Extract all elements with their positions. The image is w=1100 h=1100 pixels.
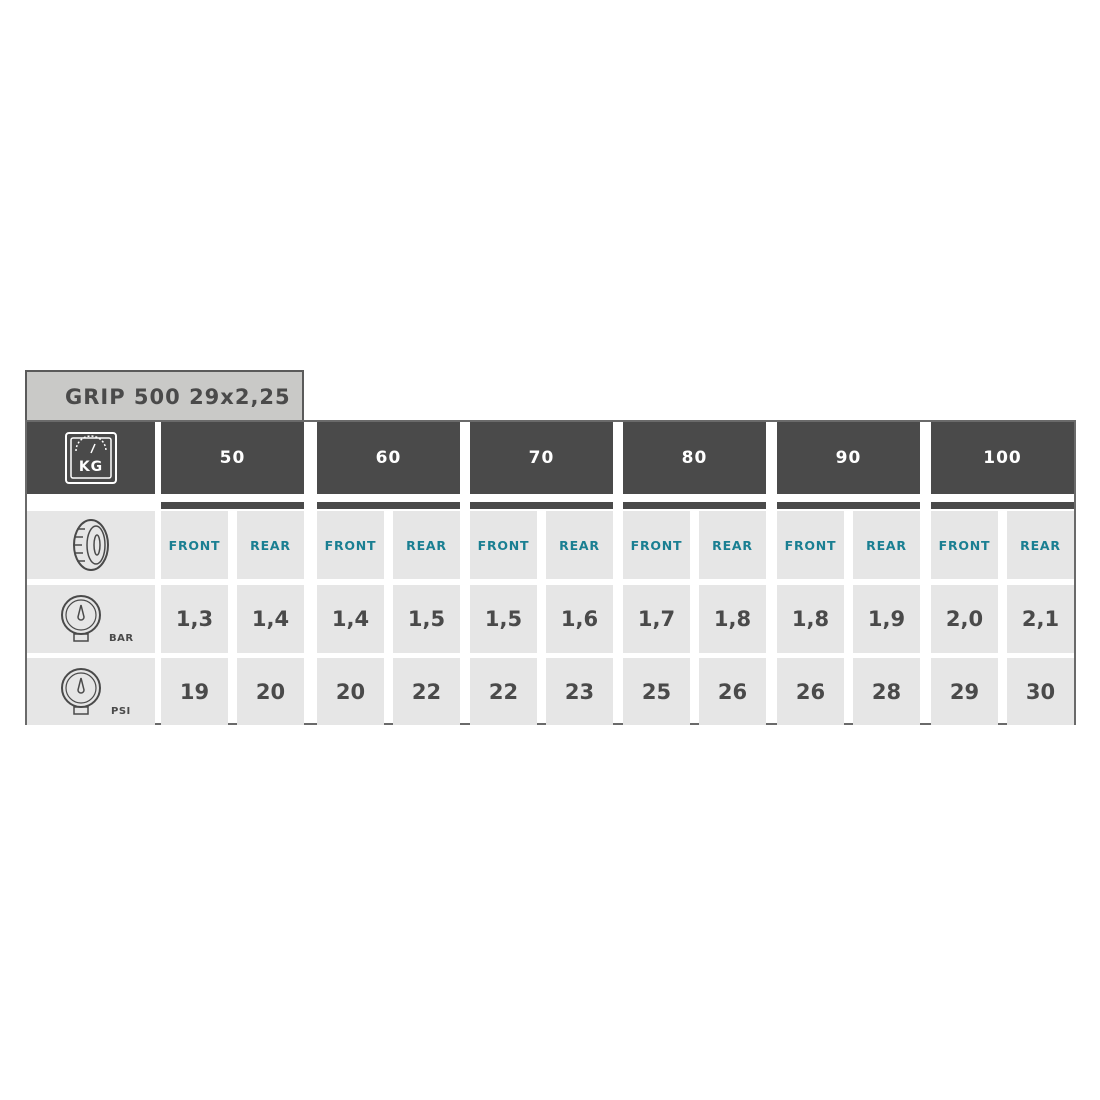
weight-header-70: 70: [470, 422, 613, 494]
psi-value-front: 20: [317, 658, 384, 725]
bar-value-front: 1,3: [161, 585, 228, 653]
weight-header-50: 50: [161, 422, 304, 494]
weight-scale-icon: KG: [65, 432, 117, 484]
weight-header-90: 90: [777, 422, 920, 494]
psi-value-front: 25: [623, 658, 690, 725]
front-label: FRONT: [470, 511, 537, 579]
bar-row-label: BAR: [27, 585, 155, 653]
tyre-row-label: [27, 511, 155, 579]
weight-header-100: 100: [931, 422, 1074, 494]
front-label: FRONT: [623, 511, 690, 579]
psi-value-front: 26: [777, 658, 844, 725]
psi-unit-label: PSI: [111, 706, 131, 717]
group-divider-bar: [470, 502, 613, 509]
front-label: FRONT: [777, 511, 844, 579]
psi-value-rear: 22: [393, 658, 460, 725]
bar-value-front: 2,0: [931, 585, 998, 653]
bar-unit-label: BAR: [109, 633, 134, 644]
psi-value-rear: 30: [1007, 658, 1074, 725]
pressure-table: KG BAR PSI 50 FRONT 1,3 19 REAR 1,4 20 60 FRONT 1…: [25, 420, 1076, 725]
psi-value-front: 22: [470, 658, 537, 725]
front-label: FRONT: [161, 511, 228, 579]
bar-value-rear: 1,6: [546, 585, 613, 653]
psi-value-rear: 23: [546, 658, 613, 725]
bar-value-front: 1,5: [470, 585, 537, 653]
bar-value-front: 1,7: [623, 585, 690, 653]
bar-value-rear: 1,4: [237, 585, 304, 653]
weight-header-cell: KG: [27, 422, 155, 494]
psi-value-rear: 26: [699, 658, 766, 725]
psi-value-front: 19: [161, 658, 228, 725]
psi-row-label: PSI: [27, 658, 155, 725]
group-divider-bar: [317, 502, 460, 509]
weight-header-60: 60: [317, 422, 460, 494]
rear-label: REAR: [237, 511, 304, 579]
psi-value-rear: 20: [237, 658, 304, 725]
bar-value-rear: 1,9: [853, 585, 920, 653]
bar-value-rear: 1,8: [699, 585, 766, 653]
bar-value-front: 1,4: [317, 585, 384, 653]
group-divider-bar: [777, 502, 920, 509]
psi-value-rear: 28: [853, 658, 920, 725]
rear-label: REAR: [546, 511, 613, 579]
pressure-gauge-icon: [61, 667, 101, 715]
table-title: GRIP 500 29x2,25: [25, 370, 304, 422]
rear-label: REAR: [393, 511, 460, 579]
bar-value-rear: 1,5: [393, 585, 460, 653]
tyre-icon: [73, 519, 109, 571]
bar-value-front: 1,8: [777, 585, 844, 653]
pressure-gauge-icon: [61, 595, 101, 642]
weight-header-80: 80: [623, 422, 766, 494]
rear-label: REAR: [699, 511, 766, 579]
bar-value-rear: 2,1: [1007, 585, 1074, 653]
group-divider-bar: [623, 502, 766, 509]
group-divider-bar: [161, 502, 304, 509]
group-divider-bar: [931, 502, 1074, 509]
front-label: FRONT: [317, 511, 384, 579]
rear-label: REAR: [853, 511, 920, 579]
front-label: FRONT: [931, 511, 998, 579]
psi-value-front: 29: [931, 658, 998, 725]
rear-label: REAR: [1007, 511, 1074, 579]
svg-text:KG: KG: [79, 459, 103, 475]
